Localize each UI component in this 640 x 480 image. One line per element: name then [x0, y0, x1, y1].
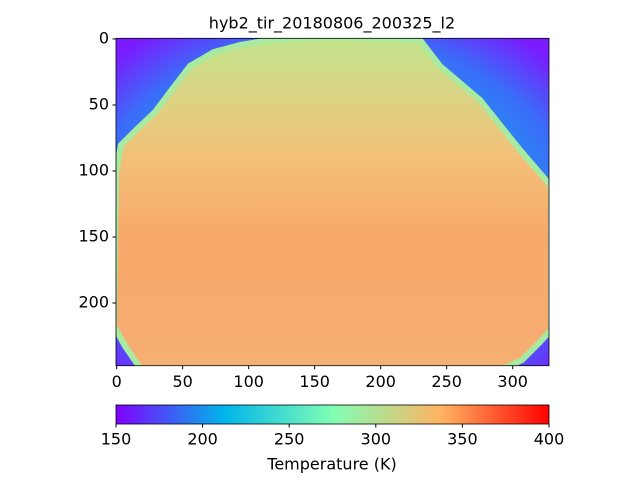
colorbar-tick-label: 400: [534, 430, 565, 449]
y-tick-label: 100: [78, 160, 109, 179]
x-tick-label: 100: [233, 372, 264, 391]
y-tick-label: 200: [78, 292, 109, 311]
colorbar-tick-label: 350: [447, 430, 478, 449]
y-tick-label: 0: [99, 28, 109, 47]
axes-frame: [115, 37, 550, 367]
x-tick-label: 150: [299, 372, 330, 391]
thermal-image: [116, 38, 549, 366]
x-tick-label: 50: [172, 372, 192, 391]
colorbar: [115, 404, 550, 425]
chart-title: hyb2_tir_20180806_200325_l2: [209, 14, 455, 34]
x-tick-label: 0: [112, 372, 122, 391]
x-tick-label: 200: [365, 372, 396, 391]
y-tick-label: 50: [89, 94, 109, 113]
x-tick-label: 300: [497, 372, 528, 391]
y-tick-label: 150: [78, 226, 109, 245]
colorbar-tick-label: 250: [274, 430, 305, 449]
colorbar-tick-label: 150: [101, 430, 132, 449]
colorbar-tick-label: 300: [361, 430, 392, 449]
colorbar-label: Temperature (K): [266, 455, 396, 474]
asteroid-surface: [116, 38, 549, 366]
x-tick-label: 250: [431, 372, 462, 391]
colorbar-tick-label: 200: [187, 430, 218, 449]
